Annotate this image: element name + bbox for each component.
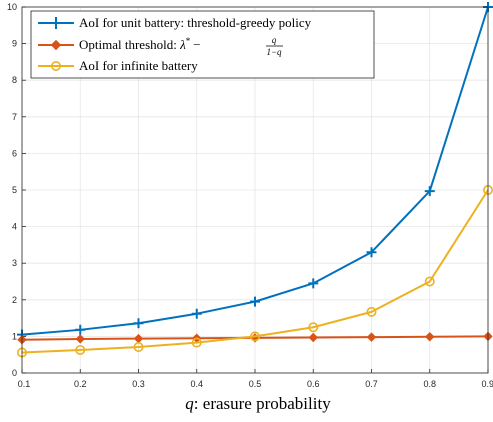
data-point-circle xyxy=(133,342,144,353)
data-point-circle xyxy=(191,337,202,348)
legend-marker-circle xyxy=(50,60,61,71)
data-point-plus xyxy=(250,296,260,307)
legend-fraction-denominator: 1−q xyxy=(266,47,282,57)
y-tick-label: 9 xyxy=(12,39,17,49)
legend-label-unit-battery: AoI for unit battery: threshold-greedy p… xyxy=(79,15,312,30)
tick-labels: 0.1 0.2 0.3 0.4 0.5 0.6 0.7 0.8 0.9 0 1 2 3 4 5 6 7 8 9 10 xyxy=(7,2,493,389)
x-tick-label: 0.3 xyxy=(132,379,145,389)
y-tick-label: 2 xyxy=(12,295,17,305)
data-point-plus xyxy=(133,318,144,329)
legend-star: * xyxy=(186,36,191,46)
data-point-diamond xyxy=(425,332,435,342)
legend-fraction-numerator: q xyxy=(272,35,277,45)
legend-minus: − xyxy=(193,37,200,52)
y-tick-label: 1 xyxy=(12,331,17,341)
data-point-plus xyxy=(191,308,202,319)
data-point-circle xyxy=(75,344,86,355)
x-tick-label: 0.6 xyxy=(307,379,320,389)
legend-fraction: q 1−q xyxy=(266,35,283,57)
series-line-3 xyxy=(21,189,489,354)
data-point-circle xyxy=(366,306,377,317)
data-point-plus xyxy=(424,186,435,197)
y-tick-label: 6 xyxy=(12,148,17,158)
x-axis-label: q: erasure probability xyxy=(185,394,331,413)
legend-lambda: λ xyxy=(179,37,186,52)
legend: AoI for unit battery: threshold-greedy p… xyxy=(30,10,375,79)
x-axis-label-text: : erasure probability xyxy=(194,394,331,413)
legend-item-unit-battery: AoI for unit battery: threshold-greedy p… xyxy=(38,15,312,30)
x-tick-label: 0.5 xyxy=(249,379,262,389)
legend-label-optimal-threshold: Optimal threshold: λ* − xyxy=(79,36,201,52)
legend-box xyxy=(30,10,375,79)
x-tick-label: 0.8 xyxy=(423,379,436,389)
y-tick-label: 3 xyxy=(12,258,17,268)
y-tick-label: 5 xyxy=(12,185,17,195)
data-point-circle xyxy=(250,331,261,342)
x-tick-label: 0.2 xyxy=(74,379,87,389)
legend-marker-diamond xyxy=(50,39,62,51)
y-tick-label: 0 xyxy=(12,368,17,378)
data-point-plus xyxy=(75,324,86,335)
data-point-diamond xyxy=(308,332,318,343)
x-axis-label-variable: q xyxy=(185,394,194,413)
legend-item-optimal-threshold: Optimal threshold: λ* − q 1−q xyxy=(38,35,283,57)
data-point-diamond xyxy=(366,332,377,342)
legend-label-lead: Optimal threshold: xyxy=(79,37,180,52)
x-tick-label: 0.9 xyxy=(481,379,493,389)
data-point-plus xyxy=(366,247,377,258)
data-point-diamond xyxy=(75,334,85,344)
data-point-circle xyxy=(308,322,319,333)
legend-item-infinite-battery: AoI for infinite battery xyxy=(38,58,198,73)
plot-frame xyxy=(21,6,489,374)
y-tick-label: 10 xyxy=(7,2,17,12)
y-tick-label: 4 xyxy=(12,222,17,232)
data-point-plus xyxy=(308,278,319,289)
legend-label-infinite-battery: AoI for infinite battery xyxy=(79,58,198,73)
y-tick-label: 8 xyxy=(12,75,17,85)
legend-marker-plus xyxy=(50,17,62,29)
x-tick-label: 0.1 xyxy=(18,379,31,389)
x-tick-label: 0.4 xyxy=(190,379,203,389)
y-tick-label: 7 xyxy=(12,112,17,122)
data-point-circle xyxy=(424,276,435,287)
x-tick-label: 0.7 xyxy=(365,379,378,389)
